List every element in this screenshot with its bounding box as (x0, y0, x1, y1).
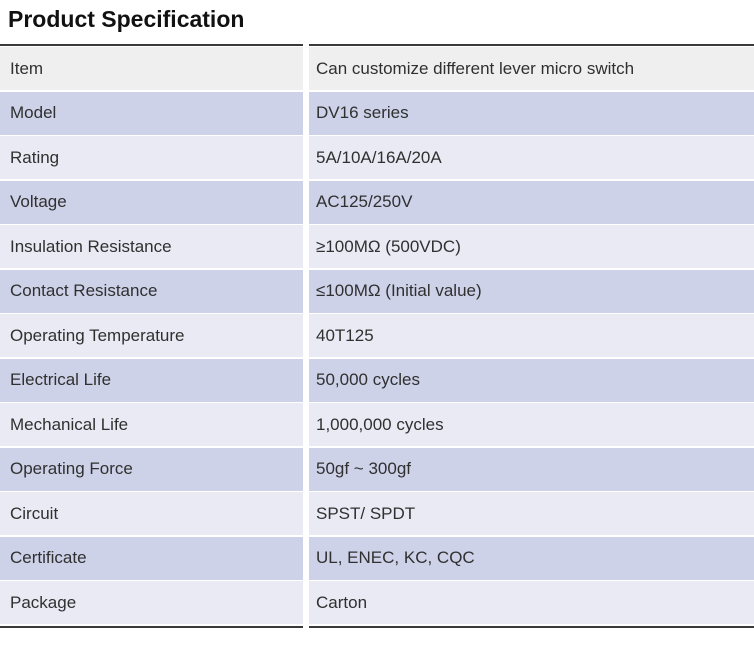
spec-value-cell: ≤100MΩ (Initial value) (309, 269, 754, 313)
spec-label-cell: Operating Temperature (0, 314, 303, 358)
table-row-certificate: Certificate UL, ENEC, KC, CQC (0, 536, 754, 580)
table-row-operating-force: Operating Force 50gf ~ 300gf (0, 447, 754, 491)
page-title: Product Specification (8, 6, 245, 32)
spec-value-cell: DV16 series (309, 91, 754, 135)
table-row-rating: Rating 5A/10A/16A/20A (0, 136, 754, 180)
table-row-operating-temperature: Operating Temperature 40T125 (0, 314, 754, 358)
spec-label-cell: Model (0, 91, 303, 135)
bottom-border-right-segment (309, 625, 754, 628)
spec-label-cell: Certificate (0, 536, 303, 580)
bottom-border-left-segment (0, 625, 303, 628)
top-border-right-segment (309, 43, 754, 46)
spec-value-cell: ≥100MΩ (500VDC) (309, 225, 754, 269)
spec-label-cell: Item (0, 47, 303, 91)
spec-label-cell: Operating Force (0, 447, 303, 491)
table-row-electrical-life: Electrical Life 50,000 cycles (0, 358, 754, 402)
table-row-mechanical-life: Mechanical Life 1,000,000 cycles (0, 403, 754, 447)
spec-value-cell: Carton (309, 581, 754, 625)
table-row-package: Package Carton (0, 581, 754, 625)
product-spec-table: Item Can customize different lever micro… (0, 43, 754, 628)
table-top-border (0, 43, 754, 46)
spec-label-cell: Contact Resistance (0, 269, 303, 313)
table-row-contact-resistance: Contact Resistance ≤100MΩ (Initial value… (0, 269, 754, 313)
spec-value-cell: UL, ENEC, KC, CQC (309, 536, 754, 580)
spec-value-cell: AC125/250V (309, 180, 754, 224)
table-row-model: Model DV16 series (0, 91, 754, 135)
spec-label-cell: Voltage (0, 180, 303, 224)
spec-label-cell: Mechanical Life (0, 403, 303, 447)
table-bottom-border (0, 625, 754, 628)
spec-label-cell: Circuit (0, 492, 303, 536)
spec-value-cell: 50gf ~ 300gf (309, 447, 754, 491)
spec-value-cell: 40T125 (309, 314, 754, 358)
spec-label-cell: Package (0, 581, 303, 625)
table-row-circuit: Circuit SPST/ SPDT (0, 492, 754, 536)
spec-label-cell: Insulation Resistance (0, 225, 303, 269)
table-row-insulation-resistance: Insulation Resistance ≥100MΩ (500VDC) (0, 225, 754, 269)
spec-label-cell: Rating (0, 136, 303, 180)
table-row-item: Item Can customize different lever micro… (0, 47, 754, 91)
spec-value-cell: 1,000,000 cycles (309, 403, 754, 447)
spec-value-cell: SPST/ SPDT (309, 492, 754, 536)
spec-value-cell: 50,000 cycles (309, 358, 754, 402)
spec-label-cell: Electrical Life (0, 358, 303, 402)
spec-value-cell: 5A/10A/16A/20A (309, 136, 754, 180)
table-row-voltage: Voltage AC125/250V (0, 180, 754, 224)
top-border-left-segment (0, 43, 303, 46)
spec-value-cell: Can customize different lever micro swit… (309, 47, 754, 91)
